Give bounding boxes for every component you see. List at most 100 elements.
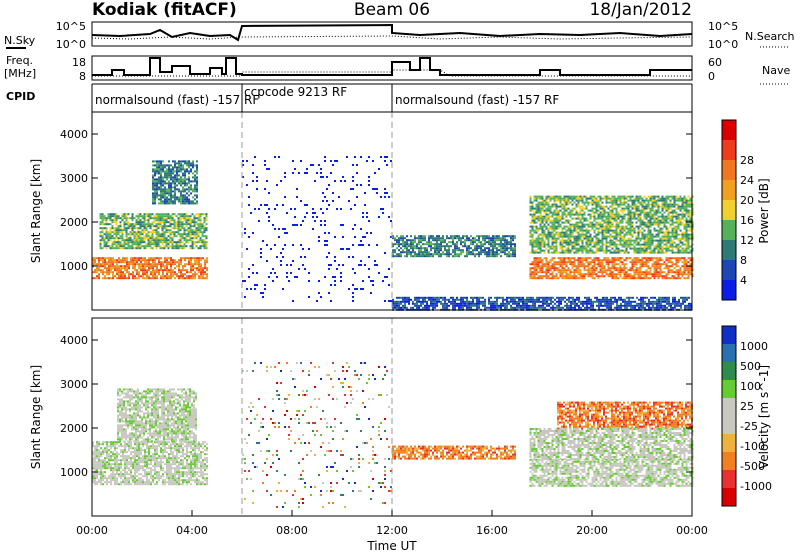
power-cell — [661, 201, 664, 204]
power-cell — [671, 275, 674, 278]
power-cell — [681, 261, 684, 264]
power-cell — [583, 225, 586, 228]
power-cell — [167, 213, 170, 216]
power-cell — [595, 241, 598, 244]
power-cell — [164, 164, 166, 167]
power-cell — [619, 221, 622, 224]
power-cell — [603, 243, 606, 246]
power-cell — [577, 221, 580, 224]
power-cell — [539, 197, 542, 200]
power-cell — [440, 253, 442, 256]
power-cell — [643, 207, 646, 210]
power-cell — [571, 213, 574, 216]
power-cell — [563, 249, 566, 252]
power-cell — [687, 235, 690, 238]
power-cell — [194, 164, 196, 167]
power-cell — [621, 219, 624, 222]
power-cell — [179, 241, 182, 244]
power-cell — [163, 237, 166, 240]
power-cell — [571, 195, 574, 198]
power-cell — [551, 267, 554, 270]
power-cell — [559, 209, 562, 212]
power-cell — [657, 267, 660, 270]
power-cell — [635, 225, 638, 228]
power-cell — [601, 209, 604, 212]
power-cell — [633, 211, 636, 214]
power-cell — [157, 215, 160, 218]
power-cell — [193, 233, 196, 236]
power-cell — [480, 241, 482, 244]
power-cell — [601, 201, 604, 204]
power-cell — [506, 253, 508, 256]
power-cell — [675, 227, 678, 230]
power-cell — [138, 277, 140, 280]
power-cell — [553, 237, 556, 240]
power-cell — [591, 249, 594, 252]
power-cell — [105, 223, 108, 226]
power-cell — [557, 263, 560, 266]
power-cell — [559, 271, 562, 274]
power-cell — [565, 197, 568, 200]
power-cell — [631, 201, 634, 204]
power-cell — [607, 195, 610, 198]
power-cell — [346, 248, 348, 250]
power-cell — [179, 213, 182, 216]
power-cell — [613, 215, 616, 218]
power-cell — [304, 256, 306, 258]
power-cell — [623, 263, 626, 266]
power-cell — [352, 188, 354, 190]
power-cell — [681, 237, 684, 240]
power-cell — [456, 243, 458, 246]
power-cell — [188, 160, 190, 163]
power-cell — [456, 296, 458, 299]
power-cell — [181, 233, 184, 236]
power-cell — [137, 241, 140, 244]
power-cell — [158, 166, 160, 169]
power-cell — [199, 223, 202, 226]
power-cell — [170, 174, 172, 177]
power-cell — [496, 296, 498, 299]
power-cell — [464, 235, 466, 238]
power-cell — [432, 247, 434, 250]
power-cell — [191, 213, 194, 216]
power-cell — [555, 215, 558, 218]
power-cell — [683, 219, 686, 222]
power-cell — [541, 201, 544, 204]
cpid-segment-3: normalsound (fast) -157 RF — [395, 93, 559, 107]
power-cell — [611, 207, 614, 210]
power-cell — [408, 249, 410, 252]
power-cell — [444, 239, 446, 242]
power-cell — [541, 269, 544, 272]
power-cell — [625, 195, 628, 198]
power-cell — [619, 271, 622, 274]
power-cell — [529, 213, 532, 216]
power-cell — [119, 221, 122, 224]
power-cell — [651, 209, 654, 212]
power-cell — [154, 265, 156, 268]
power-cell — [188, 275, 190, 278]
power-cell — [167, 241, 170, 244]
power-cell — [659, 211, 662, 214]
power-cell — [416, 253, 418, 256]
power-cell — [591, 275, 594, 278]
power-cell — [148, 261, 150, 264]
power-cell — [178, 164, 180, 167]
power-cell — [667, 271, 670, 274]
power-cell — [492, 241, 494, 244]
freq-left-bottom: 8 — [79, 70, 86, 83]
power-cell — [677, 275, 680, 278]
power-cell — [125, 219, 128, 222]
power-cell — [589, 237, 592, 240]
power-cell — [118, 269, 120, 272]
power-cell — [551, 243, 554, 246]
power-cell — [685, 231, 688, 234]
power-cell — [663, 247, 666, 250]
power-cell — [587, 245, 590, 248]
power-cell — [587, 203, 590, 206]
power-cell — [599, 215, 602, 218]
power-cell — [174, 198, 176, 201]
power-cell — [109, 231, 112, 234]
power-cell — [162, 184, 164, 187]
power-cell — [330, 284, 332, 286]
power-cell — [537, 227, 540, 230]
